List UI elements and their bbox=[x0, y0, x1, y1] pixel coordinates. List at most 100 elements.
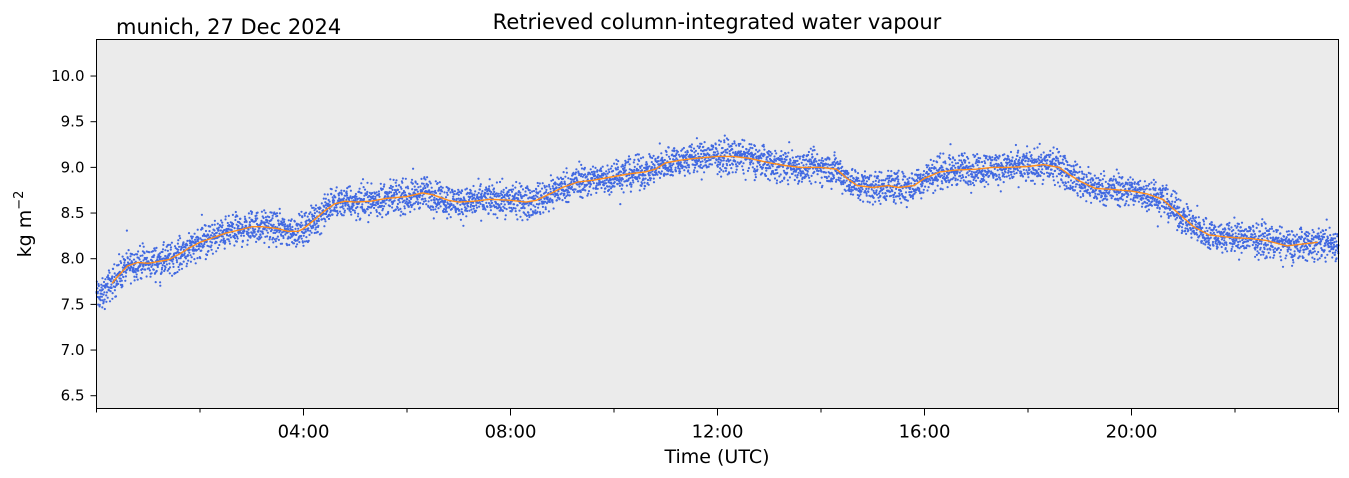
data-point bbox=[391, 185, 394, 188]
data-point bbox=[284, 225, 287, 228]
data-point bbox=[1017, 158, 1021, 162]
data-point bbox=[192, 246, 195, 249]
data-point bbox=[467, 205, 470, 208]
data-point bbox=[323, 205, 326, 208]
data-point bbox=[530, 203, 533, 206]
data-point bbox=[176, 242, 179, 245]
data-point bbox=[696, 145, 699, 148]
data-point bbox=[390, 191, 393, 194]
data-point bbox=[494, 213, 497, 216]
data-point bbox=[874, 183, 878, 186]
data-point bbox=[596, 187, 599, 190]
data-point bbox=[454, 210, 457, 214]
data-point bbox=[1073, 189, 1076, 192]
data-point bbox=[1081, 192, 1085, 196]
data-point bbox=[678, 155, 682, 158]
data-point bbox=[324, 201, 327, 204]
data-point bbox=[519, 201, 522, 205]
data-point bbox=[687, 169, 690, 172]
data-point bbox=[354, 192, 357, 196]
data-point bbox=[182, 260, 185, 263]
data-point bbox=[877, 192, 881, 195]
data-point bbox=[1056, 167, 1059, 170]
data-point bbox=[536, 210, 539, 213]
data-point bbox=[555, 186, 558, 189]
data-point bbox=[751, 166, 754, 169]
data-point bbox=[231, 225, 234, 229]
data-point bbox=[958, 159, 961, 162]
data-point bbox=[724, 169, 728, 172]
data-point bbox=[1117, 199, 1120, 202]
data-point bbox=[325, 212, 328, 216]
data-point bbox=[629, 158, 632, 161]
data-point bbox=[835, 178, 838, 181]
data-point bbox=[585, 175, 588, 178]
data-point bbox=[1097, 176, 1100, 180]
data-point bbox=[647, 183, 650, 186]
data-point bbox=[385, 213, 388, 216]
data-point bbox=[906, 199, 910, 202]
data-point bbox=[186, 254, 190, 257]
data-point bbox=[663, 158, 666, 162]
data-point bbox=[593, 170, 596, 173]
data-point bbox=[814, 157, 817, 160]
data-point bbox=[480, 192, 483, 195]
data-point bbox=[701, 160, 704, 163]
data-point bbox=[910, 190, 913, 193]
data-point bbox=[1002, 173, 1006, 176]
data-point bbox=[982, 173, 985, 176]
data-point bbox=[1050, 172, 1053, 175]
data-point bbox=[773, 177, 777, 180]
data-point bbox=[746, 169, 750, 172]
data-point bbox=[213, 223, 216, 226]
data-point bbox=[132, 268, 135, 271]
data-point bbox=[670, 166, 673, 169]
data-point bbox=[504, 214, 507, 217]
data-point bbox=[603, 190, 606, 193]
data-point bbox=[179, 237, 182, 240]
data-point bbox=[791, 156, 794, 159]
data-point bbox=[532, 189, 536, 193]
data-point bbox=[241, 239, 244, 242]
data-point bbox=[590, 171, 594, 174]
data-point bbox=[331, 196, 334, 199]
data-point bbox=[653, 164, 656, 167]
data-point bbox=[348, 185, 351, 188]
data-point bbox=[399, 186, 402, 189]
data-point bbox=[956, 170, 959, 173]
data-point bbox=[294, 239, 297, 242]
data-point bbox=[920, 191, 923, 194]
data-point bbox=[837, 176, 840, 179]
data-point bbox=[616, 166, 620, 169]
data-point bbox=[990, 170, 993, 173]
data-point bbox=[349, 210, 352, 213]
data-point bbox=[807, 174, 810, 177]
data-point bbox=[896, 195, 899, 198]
data-point bbox=[927, 164, 930, 167]
data-point bbox=[719, 167, 722, 170]
data-point bbox=[132, 266, 135, 270]
data-point bbox=[646, 167, 649, 170]
data-point bbox=[480, 196, 484, 199]
data-point bbox=[743, 139, 746, 142]
data-point bbox=[796, 173, 799, 177]
data-point bbox=[1094, 192, 1097, 195]
data-point bbox=[1025, 179, 1028, 182]
data-point bbox=[999, 178, 1002, 181]
data-point bbox=[995, 174, 998, 177]
data-point bbox=[644, 174, 647, 177]
data-point bbox=[520, 184, 523, 188]
data-point bbox=[272, 236, 275, 239]
data-point bbox=[260, 210, 263, 213]
data-point bbox=[808, 160, 811, 163]
data-point bbox=[1059, 155, 1062, 158]
data-point bbox=[331, 213, 334, 216]
data-point bbox=[1014, 162, 1017, 165]
data-point bbox=[575, 177, 578, 180]
data-point bbox=[696, 170, 699, 173]
data-point bbox=[714, 161, 717, 164]
data-point bbox=[612, 169, 615, 172]
data-point bbox=[447, 213, 450, 216]
data-point bbox=[510, 210, 513, 213]
data-point bbox=[786, 179, 789, 182]
